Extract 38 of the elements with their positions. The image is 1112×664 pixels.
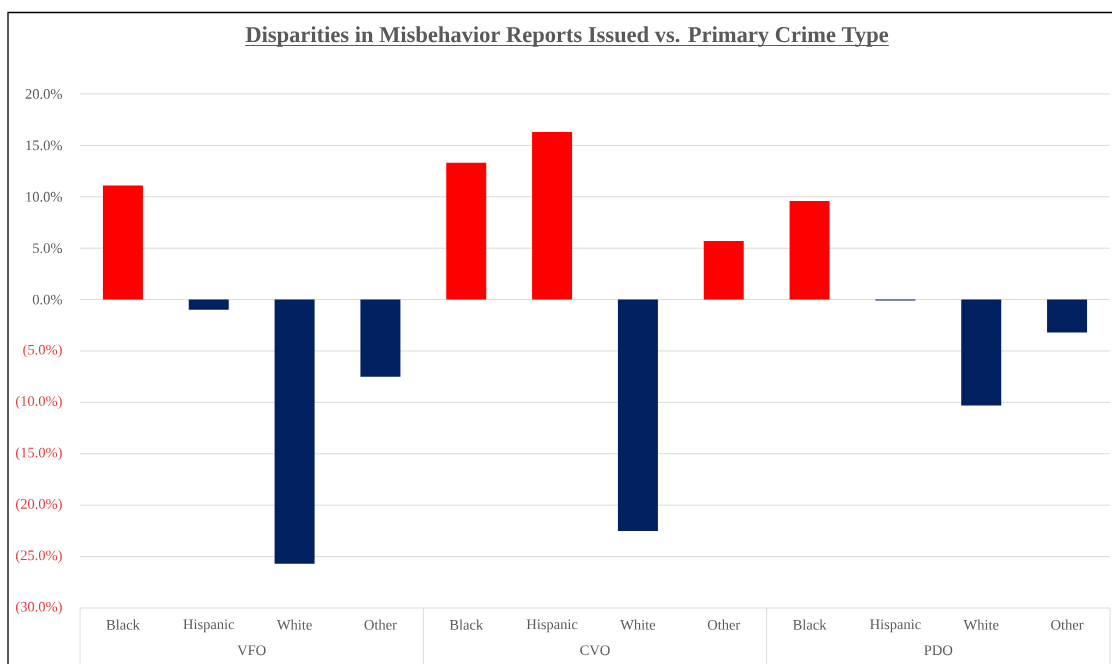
- x-tick-label: Other: [1051, 619, 1084, 630]
- y-tick-label: 15.0%: [26, 140, 62, 151]
- text: CVO: [580, 645, 610, 656]
- y-tick-label: 10.0%: [26, 191, 62, 202]
- y-tick-label: (30.0%): [16, 601, 62, 615]
- y-tick-label: (20.0%): [16, 498, 62, 512]
- bar: [446, 162, 487, 300]
- x-tick-label: Hispanic: [526, 619, 578, 633]
- bar: [532, 132, 573, 300]
- x-tick-label: Hispanic: [183, 619, 235, 633]
- bar: [703, 240, 744, 300]
- y-tick-label: 0.0%: [32, 294, 62, 305]
- bar: [617, 299, 658, 531]
- x-tick-label: Hispanic: [870, 619, 921, 633]
- bar: [274, 299, 315, 564]
- bar: [188, 299, 229, 310]
- bar: [789, 200, 830, 300]
- y-tick-label: (25.0%): [16, 550, 62, 564]
- text: PDO: [924, 645, 953, 656]
- bar: [961, 299, 1002, 406]
- bar: [360, 299, 401, 377]
- x-tick-label: White: [276, 619, 312, 630]
- x-tick-label: Black: [793, 619, 827, 630]
- x-tick-label: Other: [707, 619, 741, 630]
- y-tick-label: 5.0%: [33, 243, 62, 254]
- y-tick-label: 20.0%: [25, 89, 62, 99]
- y-tick-label: (5.0%): [23, 344, 62, 358]
- y-tick-label: (10.0%): [16, 395, 62, 409]
- chart-title: Disparities in Misbehavior Reports Issued vs. Primary Crime Type: [245, 26, 889, 47]
- text: VFO: [237, 645, 266, 656]
- x-tick-label: White: [963, 619, 999, 630]
- x-tick-label: Black: [449, 619, 484, 630]
- bar: [102, 185, 143, 300]
- x-tick-label: Black: [106, 619, 140, 630]
- x-tick-label: White: [620, 619, 656, 630]
- x-tick-label: Other: [364, 619, 397, 630]
- bar: [1047, 299, 1088, 333]
- y-tick-label: (15.0%): [16, 447, 62, 461]
